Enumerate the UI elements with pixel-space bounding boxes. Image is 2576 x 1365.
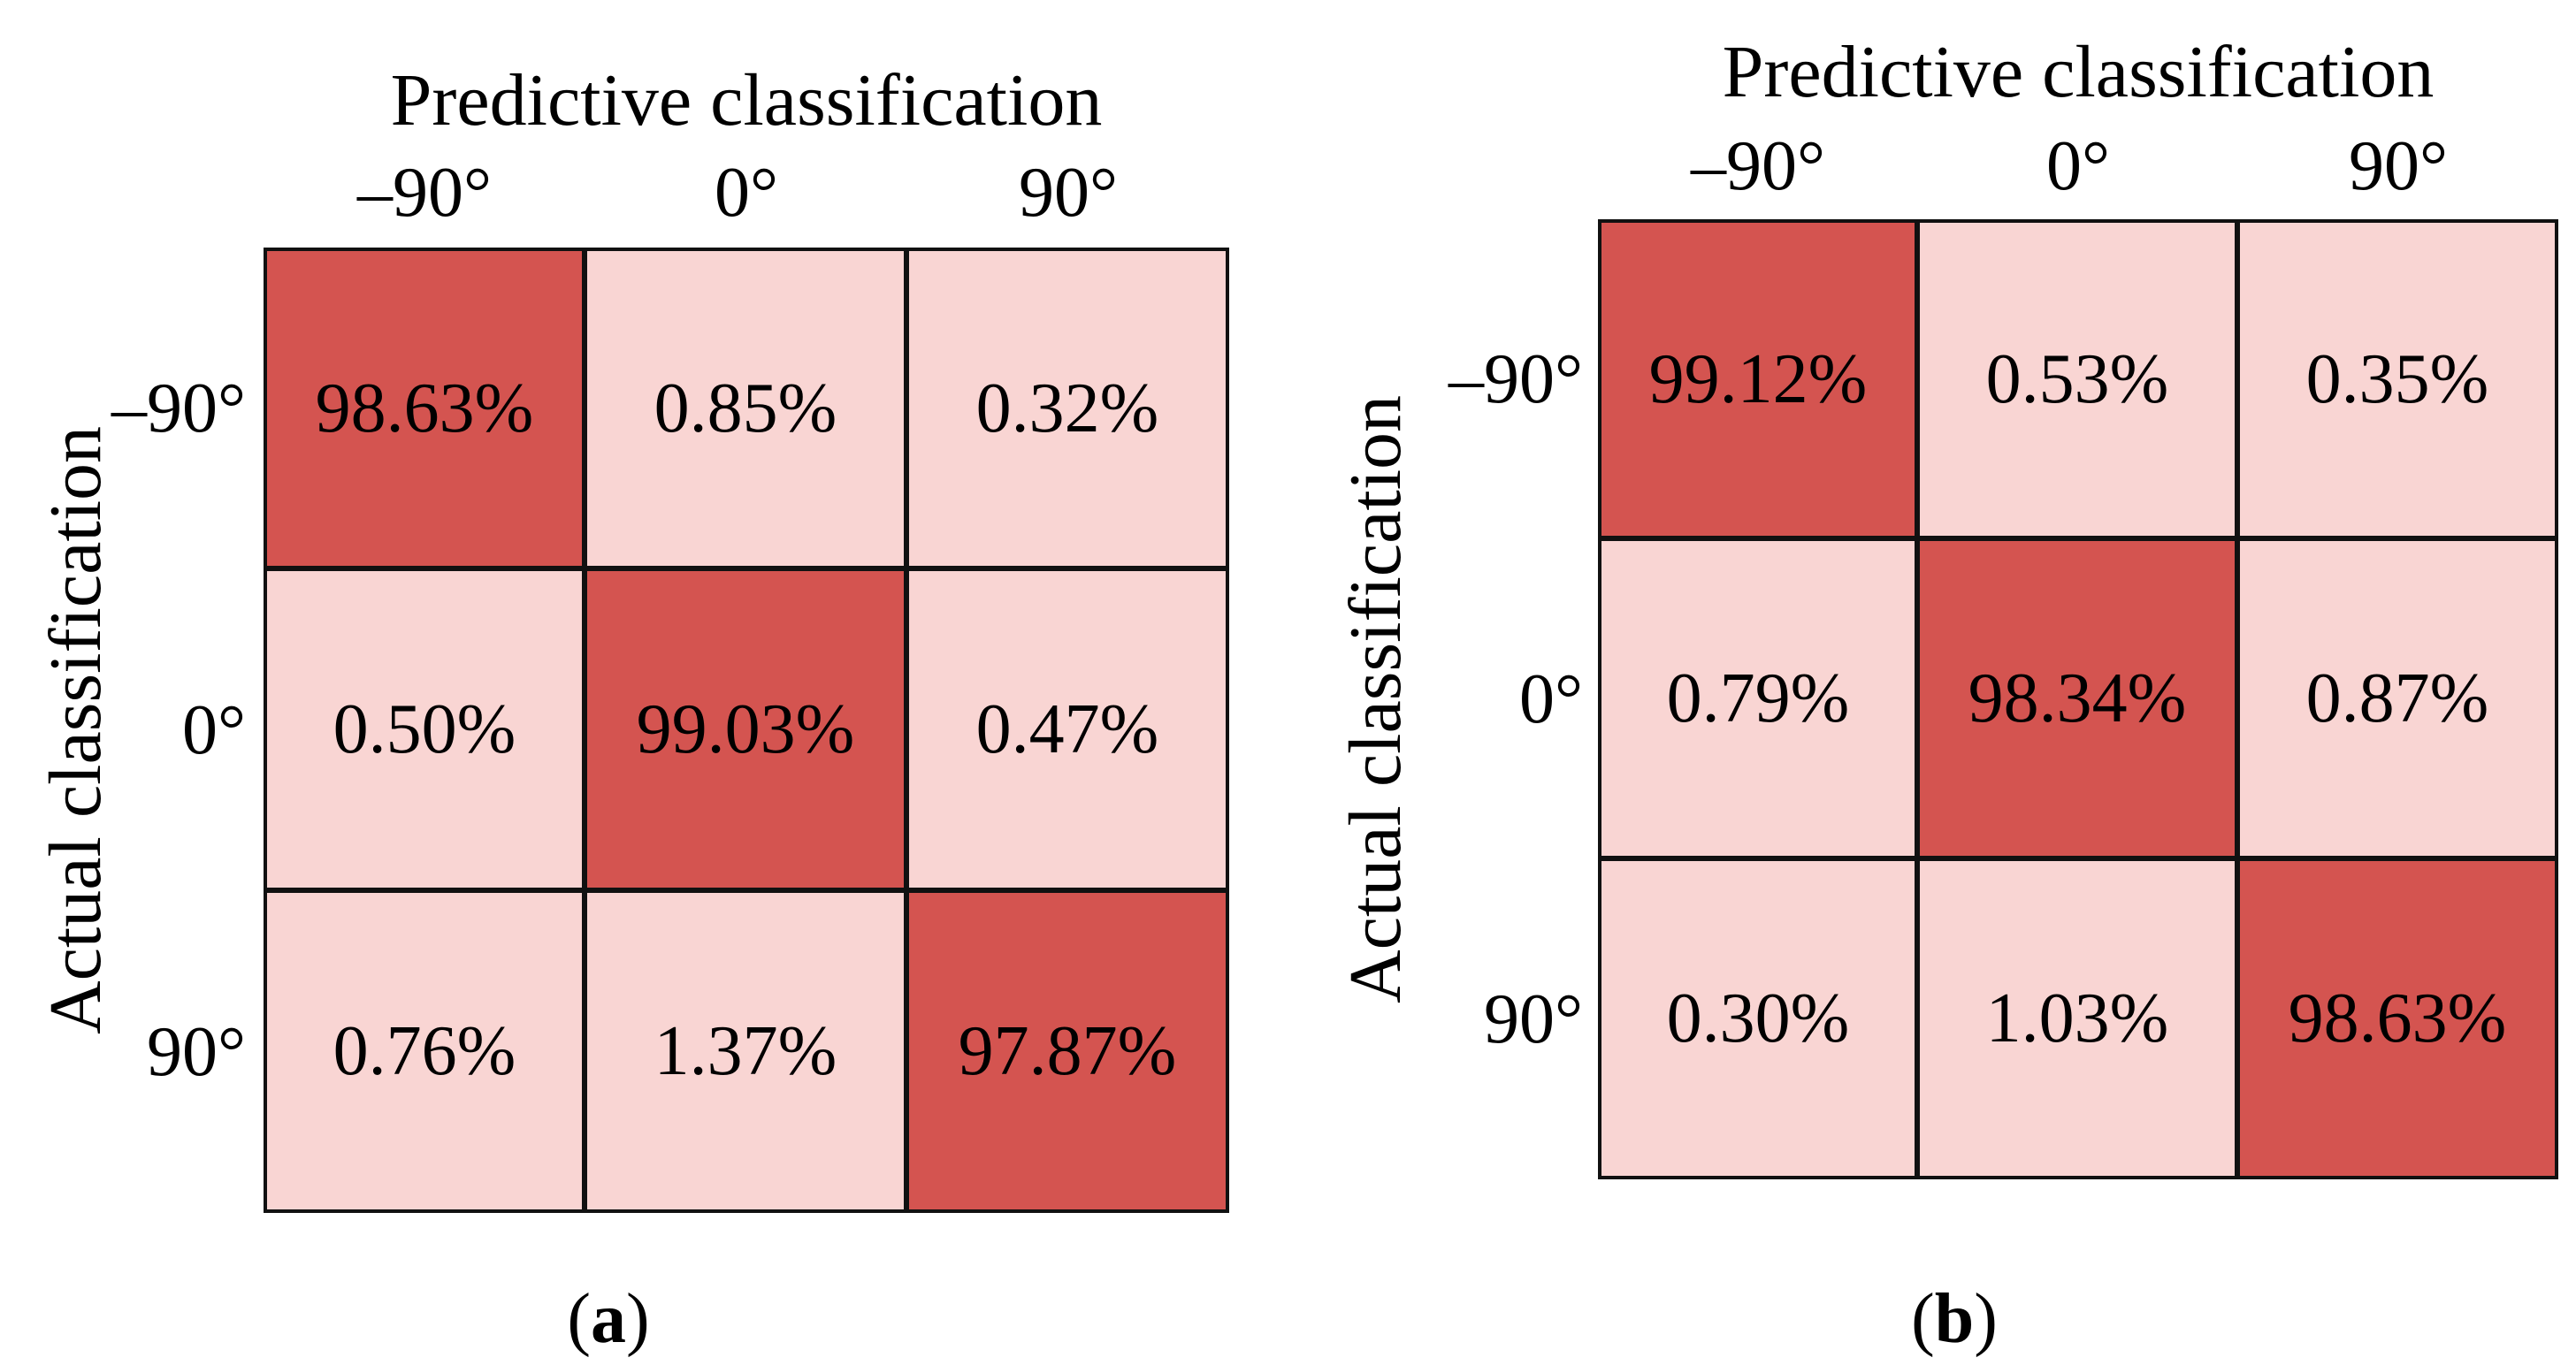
caption-close-paren: ) <box>626 1280 650 1358</box>
matrix-cell: 0.85% <box>584 248 907 569</box>
matrix-cell-value: 1.37% <box>654 1012 837 1090</box>
x-tick-label: 0° <box>715 154 778 232</box>
matrix-cell: 0.30% <box>1598 858 1918 1179</box>
x-tick-label: –90° <box>357 154 492 232</box>
matrix-cell-value: 0.85% <box>654 370 837 447</box>
caption-letter: a <box>591 1280 626 1358</box>
matrix-cell: 98.63% <box>264 248 585 569</box>
caption-open-paren: ( <box>1911 1280 1935 1358</box>
caption-letter: b <box>1934 1280 1975 1358</box>
matrix-cell: 0.76% <box>264 889 585 1213</box>
x-axis-title: Predictive classification <box>390 59 1103 141</box>
x-tick-label: 90° <box>2349 127 2448 205</box>
matrix-cell-value: 97.87% <box>958 1012 1177 1090</box>
caption-close-paren: ) <box>1974 1280 1998 1358</box>
y-tick-label: 0° <box>1519 660 1583 738</box>
x-tick-label: 0° <box>2046 127 2110 205</box>
matrix-cell-value: 0.76% <box>333 1012 516 1090</box>
y-tick-label: 90° <box>1484 980 1583 1058</box>
y-tick-label: 90° <box>147 1013 246 1091</box>
matrix-cell: 97.87% <box>906 889 1229 1213</box>
matrix-cell-value: 0.50% <box>333 690 516 768</box>
matrix-cell: 0.87% <box>2236 538 2558 859</box>
matrix-cell-value: 0.87% <box>2305 660 2489 737</box>
matrix-cell-value: 0.53% <box>1985 340 2169 418</box>
matrix-cell: 1.03% <box>1916 858 2238 1179</box>
matrix-cell: 0.50% <box>264 568 585 891</box>
matrix-cell-value: 98.63% <box>2288 980 2507 1057</box>
matrix-cell: 0.79% <box>1598 538 1918 859</box>
x-tick-label: 90° <box>1019 154 1118 232</box>
matrix-cell: 1.37% <box>584 889 907 1213</box>
panel-caption: (b) <box>1911 1284 1998 1354</box>
matrix-cell-value: 99.12% <box>1648 340 1868 418</box>
matrix-cell: 99.03% <box>584 568 907 891</box>
matrix-cell: 0.35% <box>2236 219 2558 539</box>
caption-open-paren: ( <box>567 1280 591 1358</box>
matrix-cell-value: 99.03% <box>636 690 855 768</box>
matrix-cell: 99.12% <box>1598 219 1918 539</box>
y-tick-label: –90° <box>111 370 246 447</box>
matrix-cell-value: 98.63% <box>315 370 534 447</box>
matrix-cell-value: 0.79% <box>1666 660 1850 737</box>
matrix-cell: 98.34% <box>1916 538 2238 859</box>
x-tick-label: –90° <box>1691 127 1825 205</box>
matrix-cell-value: 0.32% <box>975 370 1159 447</box>
y-axis-title: Actual classification <box>34 425 117 1035</box>
y-tick-label: 0° <box>182 691 246 769</box>
panel-caption: (a) <box>567 1284 649 1354</box>
matrix-cell-value: 0.47% <box>975 690 1159 768</box>
y-tick-label: –90° <box>1449 340 1583 418</box>
matrix-cell: 0.47% <box>906 568 1229 891</box>
matrix-cell-value: 98.34% <box>1968 660 2187 737</box>
matrix-cell-value: 0.30% <box>1666 980 1850 1057</box>
y-axis-title: Actual classification <box>1334 394 1417 1004</box>
matrix-cell-value: 1.03% <box>1985 980 2169 1057</box>
matrix-cell: 0.53% <box>1916 219 2238 539</box>
matrix-cell: 98.63% <box>2236 858 2558 1179</box>
x-axis-title: Predictive classification <box>1722 31 2435 113</box>
matrix-cell: 0.32% <box>906 248 1229 569</box>
matrix-cell-value: 0.35% <box>2305 340 2489 418</box>
